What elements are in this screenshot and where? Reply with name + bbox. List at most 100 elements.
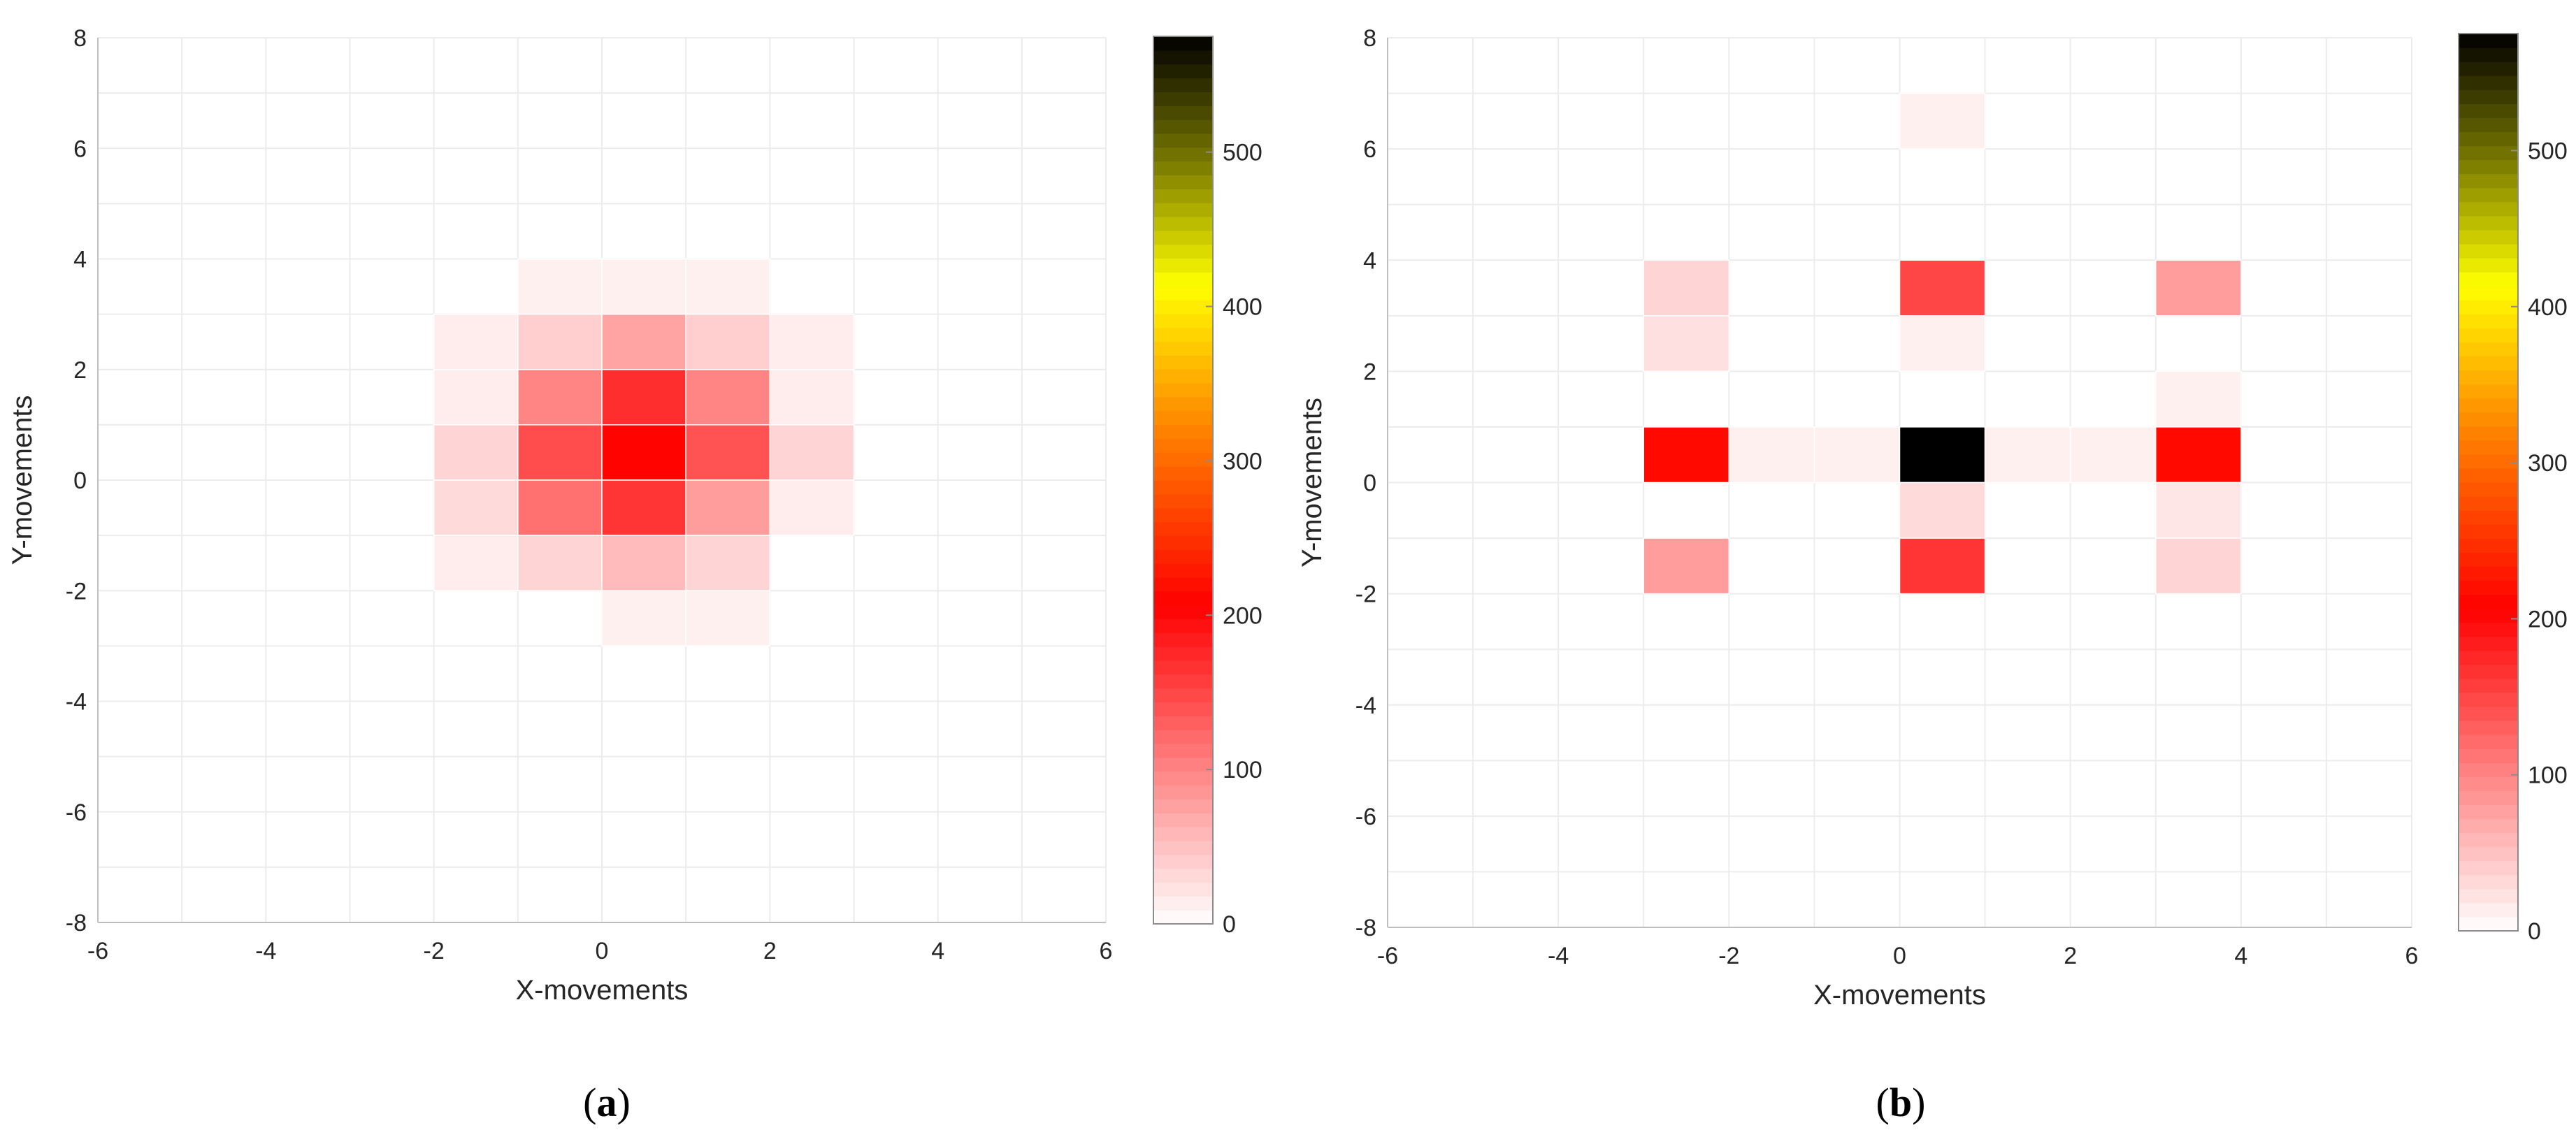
colorbar-step xyxy=(2459,103,2518,118)
colorbar-step xyxy=(2459,131,2518,147)
y-tick-label: 2 xyxy=(73,357,87,384)
colorbar-step xyxy=(1153,521,1213,536)
heatmap-cell xyxy=(433,369,519,426)
heatmap-cell xyxy=(601,258,686,315)
colorbar-step xyxy=(1153,535,1213,550)
colorbar-step xyxy=(2459,860,2518,876)
colorbar-tick-label: 400 xyxy=(1223,294,1262,321)
heatmap-cell xyxy=(685,313,771,370)
colorbar-step xyxy=(1153,507,1213,523)
y-tick-label: -6 xyxy=(66,799,87,826)
x-tick-label: 6 xyxy=(2405,943,2419,969)
colorbar-step xyxy=(2459,678,2518,693)
heatmap-cells xyxy=(433,258,855,647)
colorbar-step xyxy=(2459,874,2518,890)
colorbar-step xyxy=(2459,650,2518,665)
colorbar-step xyxy=(2459,902,2518,918)
colorbar-step xyxy=(1153,203,1213,217)
colorbar-step xyxy=(1153,480,1213,495)
y-tick-label: -2 xyxy=(66,578,87,604)
y-tick-label: -6 xyxy=(1355,804,1376,830)
x-axis-label: X-movements xyxy=(1813,980,1986,1011)
heatmap-cell xyxy=(769,479,855,536)
colorbar-step xyxy=(2459,776,2518,791)
colorbar-step xyxy=(1153,563,1213,578)
colorbar-step xyxy=(1153,549,1213,564)
colorbar-step xyxy=(1153,64,1213,79)
colorbar-step xyxy=(1153,744,1213,758)
heatmap-cell xyxy=(517,535,603,591)
heatmap-cell xyxy=(517,424,603,481)
colorbar-step xyxy=(2459,664,2518,679)
colorbar-step xyxy=(1153,230,1213,245)
x-tick-label: 4 xyxy=(931,938,944,964)
heatmap-cell xyxy=(685,369,771,426)
heatmap-cell xyxy=(1728,426,1815,484)
colorbar-tick-label: 100 xyxy=(1223,757,1262,783)
colorbar-step xyxy=(1153,36,1213,51)
heatmap-cell xyxy=(517,313,603,370)
colorbar-step xyxy=(2459,888,2518,904)
colorbar-tick-label: 100 xyxy=(2528,762,2568,789)
colorbar-step xyxy=(1153,577,1213,592)
y-tick-label: 6 xyxy=(73,136,87,162)
y-axis-label: Y-movements xyxy=(1297,398,1327,567)
colorbar-step xyxy=(2459,707,2518,721)
colorbar-step xyxy=(1153,383,1213,398)
colorbar-step xyxy=(2459,201,2518,217)
colorbar-step xyxy=(2459,748,2518,763)
heatmap-cell xyxy=(601,424,686,481)
colorbar-step xyxy=(1153,424,1213,440)
colorbar-step xyxy=(1153,910,1213,925)
colorbar-step xyxy=(2459,482,2518,497)
colorbar-step xyxy=(2459,552,2518,567)
x-tick-label: -4 xyxy=(1548,943,1569,969)
colorbar-step xyxy=(2459,832,2518,848)
heatmap-cell xyxy=(769,369,855,426)
y-tick-label: -4 xyxy=(1355,693,1376,719)
colorbar-step xyxy=(1153,660,1213,675)
colorbar-step xyxy=(2459,243,2518,259)
colorbar-step xyxy=(2459,496,2518,511)
heatmap-cell xyxy=(685,479,771,536)
colorbar-step xyxy=(2459,117,2518,133)
heatmap-cell xyxy=(1643,315,1730,372)
heatmap-cell xyxy=(685,590,771,647)
colorbar-frame xyxy=(2458,33,2519,932)
colorbar-step xyxy=(2459,566,2518,581)
colorbar-tick-label: 200 xyxy=(1223,602,1262,629)
x-tick-label: -2 xyxy=(424,938,445,964)
colorbar-step xyxy=(1153,591,1213,606)
colorbar-step xyxy=(2459,89,2518,104)
colorbar-step xyxy=(2459,342,2518,357)
y-tick-label: 8 xyxy=(73,25,87,52)
heatmap-cell xyxy=(601,590,686,647)
colorbar-step xyxy=(1153,688,1213,703)
colorbar-step xyxy=(2459,468,2518,483)
colorbar-step xyxy=(1153,341,1213,356)
x-tick-label: -4 xyxy=(255,938,276,964)
x-tick-label: 2 xyxy=(2064,943,2077,969)
colorbar-step xyxy=(1153,369,1213,384)
colorbar-step xyxy=(2459,328,2518,342)
colorbar-frame xyxy=(1153,36,1214,925)
colorbar-step xyxy=(2459,636,2518,651)
y-tick-label: 4 xyxy=(73,247,87,273)
colorbar-step xyxy=(1153,133,1213,148)
colorbar-step xyxy=(1153,799,1213,813)
colorbar-step xyxy=(1153,438,1213,453)
colorbar-step xyxy=(1153,882,1213,897)
y-axis-label: Y-movements xyxy=(7,395,38,565)
colorbar-step xyxy=(2459,510,2518,525)
colorbar-step xyxy=(2459,314,2518,328)
colorbar-step xyxy=(2459,398,2518,413)
colorbar-step xyxy=(2459,370,2518,385)
x-tick-label: 6 xyxy=(1100,938,1113,964)
colorbar-step xyxy=(1153,300,1213,314)
heatmap-cell xyxy=(685,424,771,481)
colorbar-step xyxy=(2459,734,2518,749)
colorbar-step xyxy=(1153,632,1213,647)
heatmap-cell xyxy=(517,369,603,426)
colorbar-step xyxy=(1153,646,1213,661)
